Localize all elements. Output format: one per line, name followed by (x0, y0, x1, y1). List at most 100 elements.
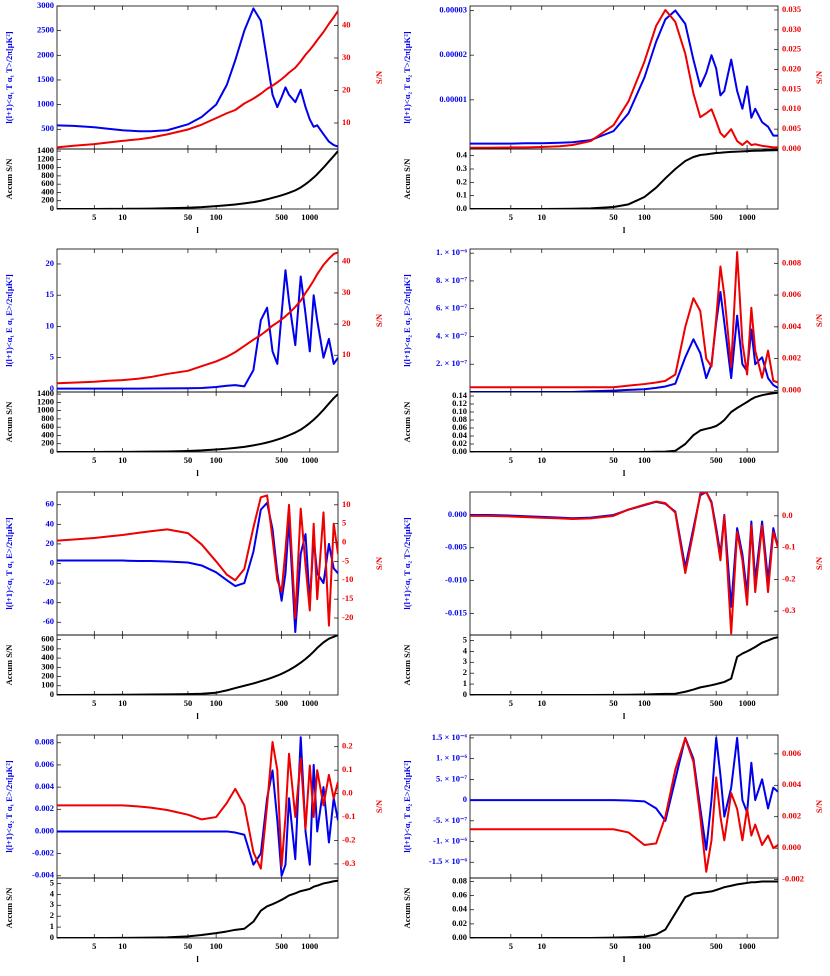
y-axis-label: l(l+1)<α₂ T α₁ E>/2π[μK²] (4, 760, 14, 852)
y-tick-label: 4 (463, 645, 468, 655)
y-tick-label: 5 (463, 634, 467, 644)
y-axis-label: Accum S/N (402, 401, 412, 443)
plot-frame (56, 248, 339, 393)
y2-tick-label: -0.1 (782, 542, 795, 552)
x-tick-label: 1000 (301, 941, 318, 951)
x-tick-label: 500 (275, 698, 288, 708)
y-tick-label: 0 (463, 794, 467, 804)
y-tick-label: 1400 (37, 145, 54, 155)
series-line (57, 7, 338, 148)
y-tick-label: 1000 (37, 162, 54, 172)
y-tick-label: 0.006 (35, 759, 54, 769)
y-tick-label: 5. × 10⁻⁷ (436, 773, 467, 783)
x-tick-label: 1000 (739, 455, 756, 465)
x-tick-label: 100 (638, 455, 651, 465)
y2-tick-label: 10 (342, 499, 351, 509)
y-tick-label: 200 (41, 195, 54, 205)
y2-tick-label: 0.020 (782, 64, 801, 74)
y-tick-label: 4. × 10⁻⁷ (436, 330, 467, 340)
y2-tick-label: 0.015 (782, 83, 801, 93)
y-tick-label: 500 (41, 123, 54, 133)
y2-tick-label: 0.004 (782, 779, 802, 789)
y-tick-label: 0.06 (452, 422, 467, 432)
y-tick-label: 0 (50, 446, 54, 456)
series-line (57, 251, 338, 385)
x-tick-label: 10 (118, 941, 127, 951)
y2-tick-label: 0.004 (782, 321, 802, 331)
x-tick-label: 10 (118, 455, 127, 465)
y-tick-label: 0 (50, 932, 54, 942)
y-tick-label: -0.002 (32, 848, 54, 858)
y2-tick-label: -0.3 (342, 858, 355, 868)
y2-tick-label: 0 (342, 537, 346, 547)
y-tick-label: 600 (41, 178, 54, 188)
y-tick-label: -1. × 10⁻⁶ (433, 835, 467, 845)
y-tick-label: 60 (46, 499, 55, 509)
y-tick-label: -40 (43, 597, 54, 607)
series-line (470, 251, 778, 389)
x-tick-label: 1000 (739, 941, 756, 951)
y-tick-label: -0.004 (32, 870, 55, 880)
x-tick-label: 500 (275, 212, 288, 222)
y2-tick-label: 20 (342, 318, 351, 328)
y-tick-label: 0.00002 (439, 49, 467, 59)
y-axis-label: Accum S/N (4, 158, 14, 200)
series-line (470, 880, 778, 938)
y-tick-label: 40 (46, 518, 55, 528)
y-tick-label: 0.10 (452, 406, 467, 416)
x-tick-label: 5 (509, 698, 513, 708)
y2-tick-label: -15 (342, 593, 353, 603)
plot-frame (56, 391, 339, 453)
y-tick-label: 0.04 (452, 430, 468, 440)
y-tick-label: 0.00001 (439, 94, 467, 104)
y-tick-label: 600 (41, 634, 54, 644)
y-axis-label: Accum S/N (4, 401, 14, 443)
x-axis-label: l (623, 954, 626, 964)
x-tick-label: 10 (538, 455, 547, 465)
y-tick-label: 4 (50, 888, 55, 898)
y2-tick-label: 10 (342, 349, 351, 359)
y-tick-label: 2500 (37, 25, 54, 35)
y2-tick-label: 40 (342, 19, 351, 29)
y-tick-label: 0.004 (35, 781, 55, 791)
x-tick-label: 500 (710, 212, 723, 222)
series-line (57, 150, 338, 209)
x-tick-label: 50 (184, 455, 193, 465)
y2-tick-label: 0.002 (782, 811, 801, 821)
y-tick-label: 20 (46, 538, 55, 548)
x-tick-label: 1000 (301, 455, 318, 465)
series-line (57, 879, 338, 938)
x-tick-label: 500 (710, 698, 723, 708)
y-tick-label: -1.5 × 10⁻⁶ (429, 856, 468, 866)
y-tick-label: 0.000 (448, 509, 467, 519)
y-tick-label: 400 (41, 186, 54, 196)
series-line (57, 635, 338, 695)
x-tick-label: 100 (638, 698, 651, 708)
x-axis-label: l (196, 468, 199, 478)
y-tick-label: -0.010 (445, 575, 467, 585)
y-tick-label: 15 (46, 289, 55, 299)
plot-frame (469, 5, 779, 150)
y-tick-label: 0.2 (456, 176, 467, 186)
y-tick-label: 0.00 (452, 446, 467, 456)
y2-tick-label: 0.025 (782, 44, 801, 54)
x-tick-label: 10 (538, 941, 547, 951)
y-tick-label: -5. × 10⁻⁷ (433, 815, 467, 825)
x-tick-label: 1000 (739, 212, 756, 222)
x-tick-label: 100 (638, 212, 651, 222)
series-line (470, 149, 778, 209)
y-axis-label: l(l+1)<α₁ T α₁ T>/2π[μK²] (4, 31, 14, 123)
y2-tick-label: -10 (342, 574, 353, 584)
y-axis-label: Accum S/N (402, 158, 412, 200)
y-tick-label: 0 (463, 689, 467, 699)
y-tick-label: 400 (41, 429, 54, 439)
y2-tick-label: 0.000 (782, 384, 801, 394)
x-tick-label: 50 (609, 212, 618, 222)
y2-tick-label: 0.008 (782, 257, 801, 267)
y-tick-label: 300 (41, 661, 54, 671)
y-tick-label: 1. × 10⁻⁶ (436, 247, 467, 257)
y-tick-label: 0.0 (456, 203, 467, 213)
y2-tick-label: 0.035 (782, 4, 801, 14)
y-tick-label: 0 (50, 383, 54, 393)
